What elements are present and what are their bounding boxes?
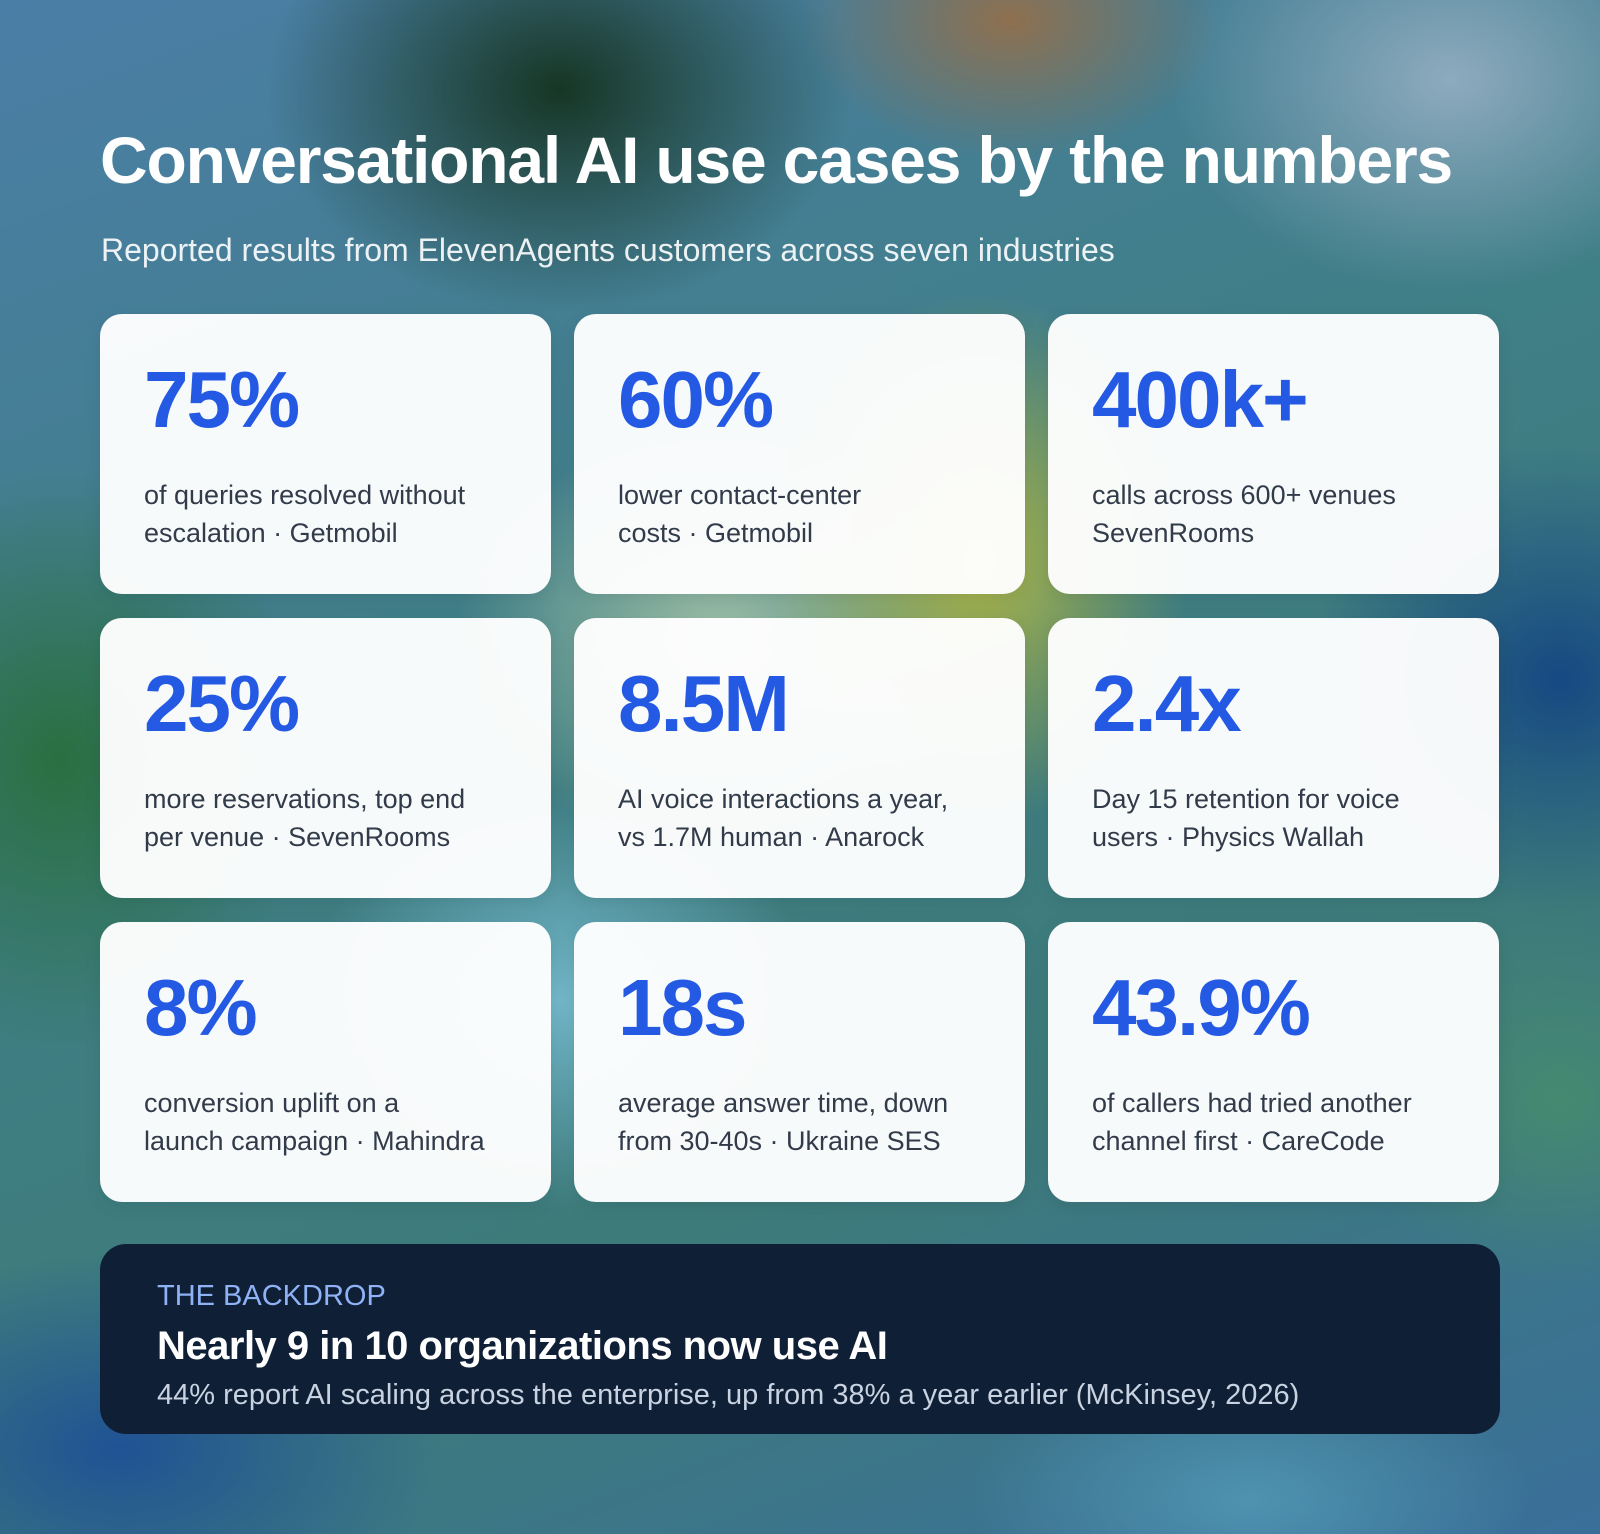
description-line: from 30-40s · Ukraine SES	[618, 1126, 941, 1156]
stat-description: Day 15 retention for voice users · Physic…	[1092, 780, 1400, 856]
stat-value: 43.9%	[1092, 963, 1311, 1052]
stat-card: 2.4x Day 15 retention for voice users · Ph…	[1048, 618, 1499, 898]
description-line: conversion uplift on a	[144, 1088, 400, 1118]
description-line: escalation · Getmobil	[144, 518, 398, 548]
stat-description: calls across 600+ venues SevenRooms	[1092, 476, 1396, 552]
description-line: channel first · CareCode	[1092, 1126, 1385, 1156]
stat-description: conversion uplift on a launch campaign · …	[144, 1084, 485, 1160]
stat-card: 18s average answer time, down from 30-40s …	[574, 922, 1025, 1202]
title: Conversational AI use cases by the numbe…	[100, 123, 1453, 197]
stat-card: 60% lower contact-center costs · Getmobil	[574, 314, 1025, 594]
description-line: lower contact-center	[618, 480, 862, 510]
stat-description: lower contact-center costs · Getmobil	[618, 476, 861, 552]
description-line: per venue · SevenRooms	[144, 822, 451, 852]
detail: 44% report AI scaling across the enterpr…	[157, 1379, 1300, 1411]
description-line: average answer time, down	[618, 1088, 949, 1118]
stat-value: 18s	[618, 963, 747, 1052]
description-line: Day 15 retention for voice	[1092, 784, 1400, 814]
description-line: of queries resolved without	[144, 480, 466, 510]
stat-description: of callers had tried another channel firs…	[1092, 1084, 1412, 1160]
stat-value: 8%	[144, 963, 258, 1052]
description-line: launch campaign · Mahindra	[144, 1126, 485, 1156]
stat-value: 25%	[144, 659, 300, 748]
headline: Nearly 9 in 10 organizations now use AI	[157, 1324, 888, 1368]
description-line: AI voice interactions a year,	[618, 784, 949, 814]
stat-description: average answer time, down from 30-40s · U…	[618, 1084, 948, 1160]
description-line: calls across 600+ venues	[1092, 480, 1396, 510]
backdrop-panel: THE BACKDROP Nearly 9 in 10 organization…	[100, 1244, 1500, 1434]
description-line: SevenRooms	[1092, 518, 1255, 548]
stat-value: 75%	[144, 355, 300, 444]
description-line: costs · Getmobil	[618, 518, 814, 548]
description-line: users · Physics Wallah	[1092, 822, 1365, 852]
stat-value: 2.4x	[1092, 659, 1242, 748]
description-line: more reservations, top end	[144, 784, 466, 814]
description-line: of callers had tried another	[1092, 1088, 1412, 1118]
description-line: vs 1.7M human · Anarock	[618, 822, 925, 852]
stat-card: 43.9% of callers had tried another channel…	[1048, 922, 1499, 1202]
stat-card: 25% more reservations, top end per venue ·…	[100, 618, 551, 898]
stat-description: AI voice interactions a year, vs 1.7M hum…	[618, 780, 948, 856]
stat-value: 60%	[618, 355, 774, 444]
subtitle: Reported results from ElevenAgents custo…	[101, 232, 1115, 268]
stat-card: 8.5M AI voice interactions a year, vs 1.7M…	[574, 618, 1025, 898]
eyebrow: THE BACKDROP	[157, 1280, 386, 1312]
stat-value: 8.5M	[618, 659, 790, 748]
stat-description: of queries resolved without escalation · …	[144, 476, 465, 552]
stat-card: 400k+ calls across 600+ venues SevenRooms	[1048, 314, 1499, 594]
stat-value: 400k+	[1092, 355, 1309, 444]
stat-card: 8% conversion uplift on a launch campaign …	[100, 922, 551, 1202]
stat-card: 75% of queries resolved without escalation…	[100, 314, 551, 594]
stat-description: more reservations, top end per venue · Se…	[144, 780, 465, 856]
